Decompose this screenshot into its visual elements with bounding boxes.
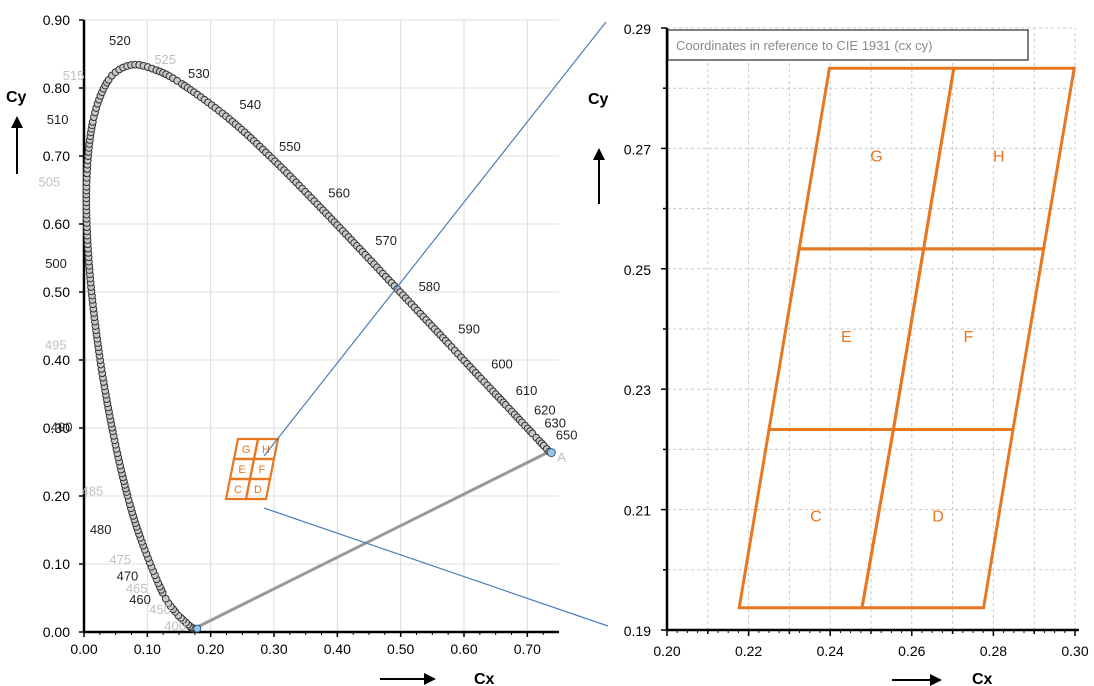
x-tick-label: 0.30 xyxy=(1061,643,1088,659)
x-axis-arrow-head xyxy=(930,674,942,686)
bin-h xyxy=(921,66,1076,251)
y-tick-label: 0.20 xyxy=(43,488,70,504)
wavelength-label: 525 xyxy=(154,52,176,67)
x-tick-label: 0.00 xyxy=(70,641,97,657)
annotation-text: Coordinates in reference to CIE 1931 (cx… xyxy=(676,38,933,53)
y-axis-arrow-head xyxy=(593,148,605,160)
locus-point xyxy=(161,594,170,603)
y-tick-label: 0.25 xyxy=(624,262,651,278)
wavelength-label: 470 xyxy=(117,569,139,584)
bin-label: E xyxy=(841,329,852,346)
wavelength-label: 520 xyxy=(109,33,131,48)
y-tick-label: 0.23 xyxy=(624,382,651,398)
x-tick-label: 0.22 xyxy=(735,643,762,659)
wavelength-label: 590 xyxy=(458,322,480,337)
wavelength-label: 650 xyxy=(556,428,578,443)
line-of-purples xyxy=(193,450,550,630)
y-tick-label: 0.00 xyxy=(43,624,70,640)
y-axis-title: Cy xyxy=(588,91,609,108)
y-tick-label: 0.27 xyxy=(624,141,651,157)
y-tick-label: 0.70 xyxy=(43,148,70,164)
connector-upper xyxy=(263,21,607,457)
wavelength-label: 515 xyxy=(63,68,85,83)
x-tick-label: 0.50 xyxy=(387,641,414,657)
x-tick-label: 0.20 xyxy=(653,643,680,659)
x-tick-label: 0.30 xyxy=(260,641,287,657)
bin-label: G xyxy=(870,149,882,166)
wavelength-label: 465 xyxy=(126,581,148,596)
inset-bin-label: E xyxy=(238,464,245,476)
wavelength-label: 400 xyxy=(164,619,186,634)
y-tick-label: 0.29 xyxy=(624,21,651,37)
y-tick-label: 0.60 xyxy=(43,216,70,232)
wavelength-label: 620 xyxy=(534,402,556,417)
x-tick-label: 0.20 xyxy=(197,641,224,657)
y-tick-label: 0.21 xyxy=(624,503,651,519)
y-tick-label: 0.40 xyxy=(43,352,70,368)
bin-label: H xyxy=(993,149,1005,166)
wavelength-label: 510 xyxy=(47,112,69,127)
wavelength-label: 480 xyxy=(90,522,112,537)
x-axis-title: Cx xyxy=(972,671,993,686)
wavelength-label: 500 xyxy=(45,256,67,271)
x-tick-label: 0.28 xyxy=(980,643,1007,659)
inset-bin-label: D xyxy=(254,484,262,496)
x-tick-label: 0.24 xyxy=(817,643,844,659)
x-tick-label: 0.70 xyxy=(514,641,541,657)
wavelength-label: 475 xyxy=(109,552,131,567)
locus-endpoint xyxy=(546,448,556,458)
y-tick-label: 0.50 xyxy=(43,284,70,300)
wavelength-label: 580 xyxy=(419,279,441,294)
x-axis-arrow-head xyxy=(424,673,436,685)
bin-zoom-chart: 0.19 0.21 0.23 0.25 0.27 0.29 0.20 0.22 0.24 0.26… xyxy=(588,21,1089,686)
connector-lower xyxy=(263,507,609,627)
wavelength-label: 610 xyxy=(516,383,538,398)
cie1931-chart: 0.00 0.10 0.20 0.30 0.40 0.50 0.60 0.70 0.80 0.90… xyxy=(6,12,578,686)
wavelength-label: 570 xyxy=(375,233,397,248)
x-tick-label: 0.26 xyxy=(898,643,925,659)
bin-label: F xyxy=(964,329,974,346)
inset-bin-label: H xyxy=(262,444,270,456)
y-tick-label: 0.10 xyxy=(43,556,70,572)
wavelength-label: 600 xyxy=(491,357,513,372)
zoom-connectors xyxy=(263,21,609,627)
bin-label: D xyxy=(932,509,944,526)
inset-bin-label: G xyxy=(242,444,251,456)
wavelength-label: 560 xyxy=(328,185,350,200)
wavelength-label: 540 xyxy=(239,97,261,112)
y-tick-label: 0.90 xyxy=(43,12,70,28)
spectral-locus-line xyxy=(85,63,548,630)
x-tick-label: 0.40 xyxy=(324,641,351,657)
wavelength-label: 485 xyxy=(82,484,104,499)
bin-label: C xyxy=(810,509,822,526)
wavelength-label: 530 xyxy=(188,66,210,81)
y-axis-title: Cy xyxy=(6,89,27,106)
wavelength-label: 630 xyxy=(544,415,566,430)
x-tick-label: 0.60 xyxy=(450,641,477,657)
annotation-box xyxy=(667,29,1029,61)
y-tick-label: 0.30 xyxy=(43,420,70,436)
inset-bin-label: C xyxy=(234,484,242,496)
wavelength-label: 490 xyxy=(51,419,73,434)
inset-bin-label: F xyxy=(259,464,266,476)
x-tick-label: 0.10 xyxy=(134,641,161,657)
wavelength-label: 505 xyxy=(38,175,60,190)
wavelength-label: A xyxy=(557,450,566,465)
wavelength-label: 460 xyxy=(129,592,151,607)
x-axis-title: Cx xyxy=(474,671,495,686)
y-tick-label: 0.19 xyxy=(624,623,651,639)
y-axis-arrow-head xyxy=(11,116,23,128)
wavelength-label: 450 xyxy=(149,602,171,617)
wavelength-label: 495 xyxy=(45,337,67,352)
y-tick-label: 0.80 xyxy=(43,80,70,96)
wavelength-label: 550 xyxy=(279,139,301,154)
inset-bin xyxy=(244,477,272,501)
locus-startpoint xyxy=(193,624,202,633)
